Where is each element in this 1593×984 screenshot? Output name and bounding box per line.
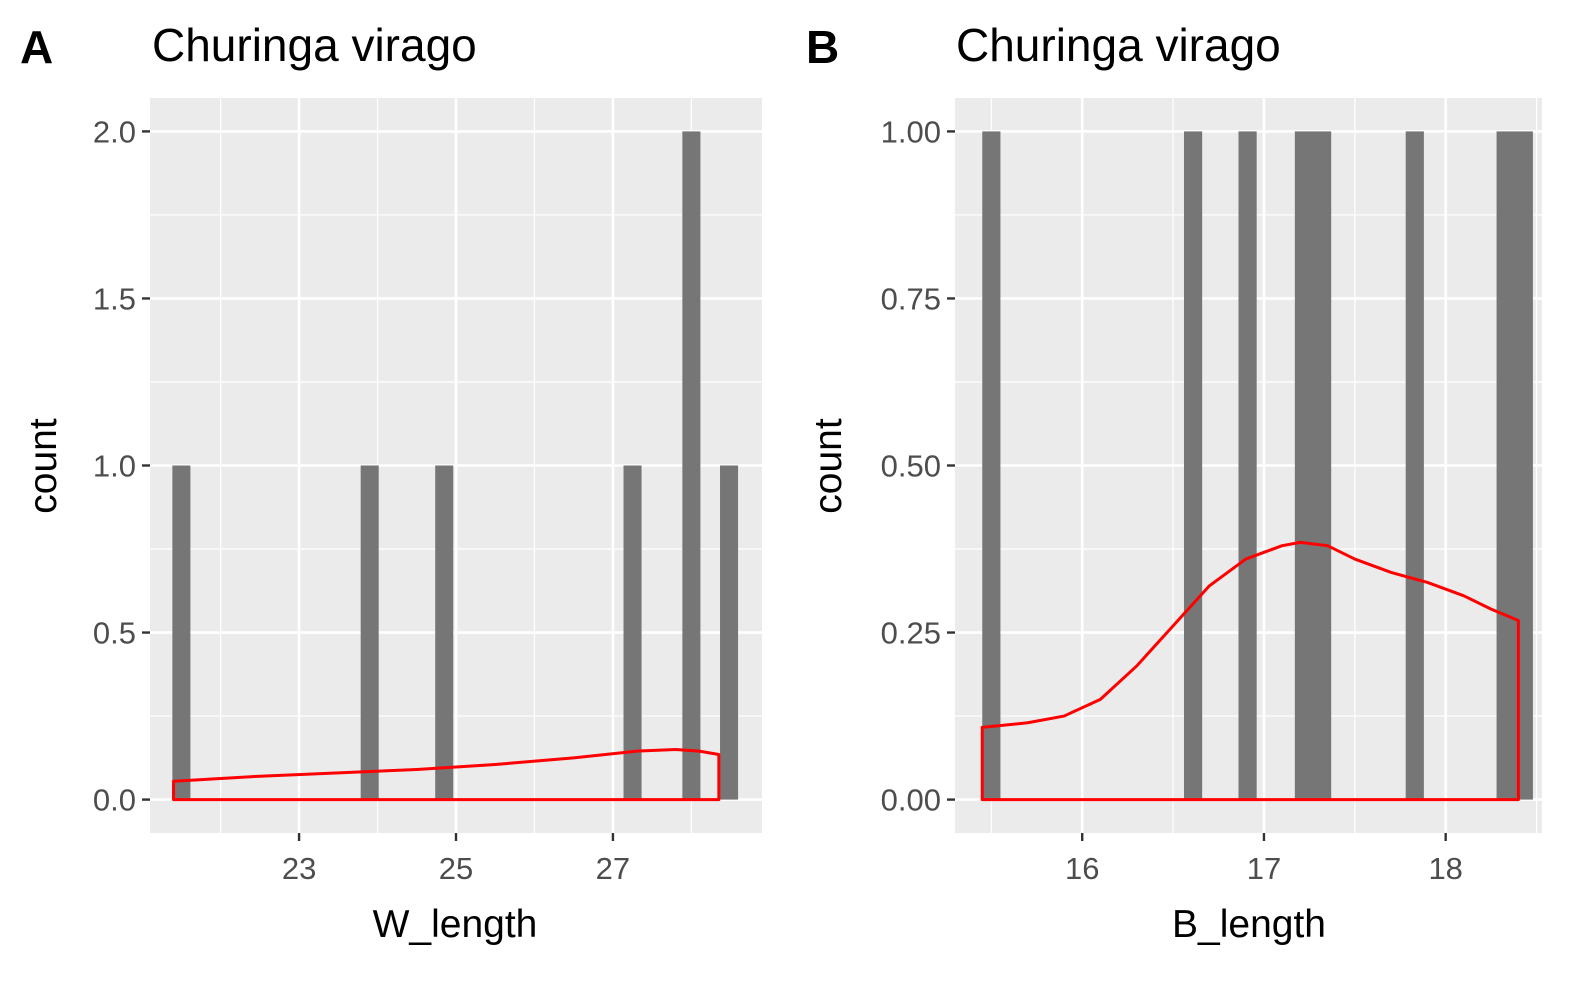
x-tick-label: 27 <box>596 851 630 886</box>
histogram-bar <box>1294 131 1332 800</box>
y-tick-label: 1.5 <box>93 281 136 316</box>
histogram-bar <box>435 465 454 800</box>
y-tick-label: 2.0 <box>93 114 136 149</box>
density-curve <box>980 540 1520 802</box>
plot-area-b <box>955 98 1542 833</box>
plot-area-a <box>150 98 762 833</box>
y-tick-label: 0.25 <box>881 616 941 651</box>
x-axis-title-b: B_length <box>1172 903 1326 946</box>
histogram-bar <box>1496 131 1533 800</box>
plot-title-a: Churinga virago <box>152 19 477 71</box>
y-tick-label: 0.50 <box>881 449 941 484</box>
y-tick-label: 0.00 <box>881 783 941 818</box>
x-tick-label: 18 <box>1428 851 1462 886</box>
y-axis-title-a: count <box>22 418 65 514</box>
histogram-bar <box>1238 131 1257 800</box>
panel-letter-b: B <box>806 21 839 73</box>
x-tick-label: 16 <box>1065 851 1099 886</box>
histogram-bar <box>1405 131 1424 800</box>
x-tick-label: 25 <box>439 851 473 886</box>
y-tick-label: 0.0 <box>93 783 136 818</box>
plot-title-b: Churinga virago <box>956 19 1281 71</box>
histogram-bar <box>682 131 701 800</box>
y-tick-label: 1.00 <box>881 114 941 149</box>
y-tick-label: 1.0 <box>93 449 136 484</box>
panel-letter-a: A <box>20 21 53 73</box>
y-tick-label: 0.5 <box>93 616 136 651</box>
x-tick-label: 23 <box>282 851 316 886</box>
histogram-bar <box>982 131 1001 800</box>
y-tick-label: 0.75 <box>881 281 941 316</box>
y-axis-title-b: count <box>807 418 850 514</box>
histogram-bar <box>720 465 739 800</box>
x-tick-label: 17 <box>1247 851 1281 886</box>
density-curve <box>172 747 721 802</box>
histogram-bar <box>172 465 191 800</box>
histogram-bar <box>1183 131 1203 800</box>
x-axis-title-a: W_length <box>373 903 538 946</box>
histogram-bar <box>360 465 379 800</box>
histogram-bar <box>623 465 642 800</box>
